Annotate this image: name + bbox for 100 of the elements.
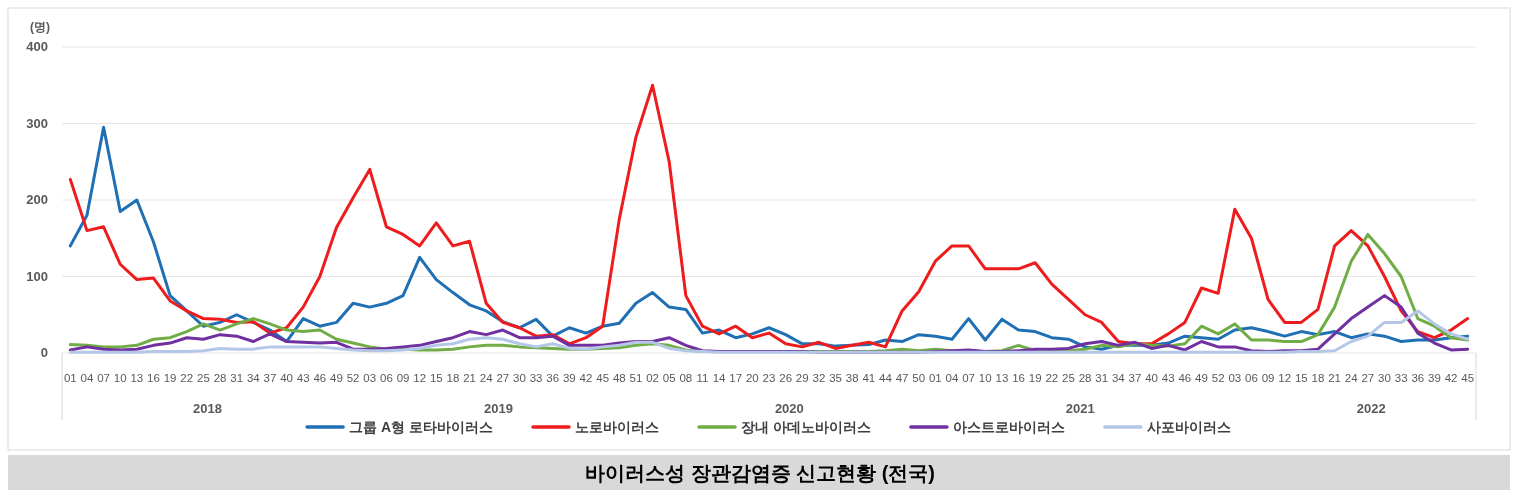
x-tick-label: 19 bbox=[163, 372, 177, 384]
x-tick-label: 36 bbox=[546, 372, 560, 384]
x-tick-label: 32 bbox=[812, 372, 826, 384]
x-tick-label: 09 bbox=[396, 372, 410, 384]
x-tick-label: 36 bbox=[1411, 372, 1425, 384]
y-tick-label: 100 bbox=[26, 268, 48, 284]
x-tick-label: 13 bbox=[995, 372, 1009, 384]
x-tick-label: 35 bbox=[829, 372, 842, 384]
x-tick-label: 11 bbox=[696, 372, 709, 384]
x-tick-label: 21 bbox=[463, 372, 476, 384]
y-tick-label: 300 bbox=[26, 115, 48, 131]
x-tick-label: 39 bbox=[562, 372, 576, 384]
x-tick-label: 16 bbox=[147, 372, 160, 384]
x-tick-label: 40 bbox=[1145, 372, 1159, 384]
x2-tick-label: 2019 bbox=[483, 401, 513, 416]
x-tick-label: 30 bbox=[1378, 372, 1391, 384]
x-tick-label: 45 bbox=[1461, 372, 1475, 384]
x-tick-label: 06 bbox=[379, 372, 393, 384]
x-tick-label: 01 bbox=[928, 372, 942, 384]
x-tick-label: 42 bbox=[1444, 372, 1458, 384]
x2-tick-label: 2018 bbox=[193, 401, 222, 416]
legend-label: 그룹 A형 로타바이러스 bbox=[349, 419, 493, 435]
x-tick-label: 43 bbox=[296, 372, 310, 384]
x-tick-label: 10 bbox=[113, 372, 127, 384]
x-tick-label: 27 bbox=[1361, 372, 1375, 384]
x-tick-label: 21 bbox=[1328, 372, 1341, 384]
x-tick-label: 01 bbox=[63, 372, 77, 384]
x-tick-label: 16 bbox=[1012, 372, 1025, 384]
x-tick-label: 15 bbox=[1294, 372, 1308, 384]
x-tick-label: 07 bbox=[97, 372, 110, 384]
x-tick-label: 31 bbox=[230, 372, 244, 384]
x2-tick-label: 2020 bbox=[774, 401, 804, 416]
x-tick-label: 12 bbox=[413, 372, 427, 384]
x-tick-label: 10 bbox=[978, 372, 992, 384]
y-tick-label: 0 bbox=[40, 345, 48, 360]
x-tick-label: 43 bbox=[1161, 372, 1175, 384]
x-tick-label: 29 bbox=[795, 372, 809, 384]
x-tick-label: 51 bbox=[629, 372, 643, 384]
x2-tick-label: 2021 bbox=[1065, 401, 1095, 416]
line-series bbox=[68, 309, 1470, 354]
x-tick-label: 09 bbox=[1261, 372, 1275, 384]
x-tick-label: 13 bbox=[130, 372, 144, 384]
x-tick-label: 49 bbox=[1195, 372, 1208, 384]
x-tick-label: 26 bbox=[779, 372, 793, 384]
legend-label: 사포바이러스 bbox=[1146, 419, 1231, 435]
legend-label: 아스트로바이러스 bbox=[952, 419, 1065, 435]
x-tick-label: 24 bbox=[1344, 372, 1359, 384]
x-tick-label: 48 bbox=[612, 372, 626, 384]
x-tick-label: 49 bbox=[330, 372, 343, 384]
x-tick-label: 24 bbox=[479, 372, 494, 384]
x-tick-label: 34 bbox=[246, 372, 261, 384]
x-tick-label: 19 bbox=[1028, 372, 1042, 384]
x-tick-label: 02 bbox=[646, 372, 659, 384]
x-tick-label: 06 bbox=[1245, 372, 1258, 384]
x-tick-label: 25 bbox=[1062, 372, 1075, 384]
line-series bbox=[68, 83, 1470, 350]
x-tick-label: 08 bbox=[679, 372, 693, 384]
x-tick-label: 33 bbox=[1394, 372, 1408, 384]
x-tick-label: 42 bbox=[579, 372, 593, 384]
x-tick-label: 17 bbox=[729, 372, 743, 384]
y-tick-label: 200 bbox=[26, 192, 48, 207]
x-tick-label: 52 bbox=[346, 372, 360, 384]
x-tick-label: 20 bbox=[745, 372, 759, 384]
y-axis-title: (명) bbox=[30, 20, 50, 34]
x-tick-label: 03 bbox=[363, 372, 377, 384]
x-tick-label: 30 bbox=[513, 372, 526, 384]
x-tick-label: 38 bbox=[845, 372, 859, 384]
text: 바이러스성 장관감염증 신고현황 (전국) bbox=[585, 462, 935, 484]
x-tick-label: 47 bbox=[895, 372, 909, 384]
x-tick-label: 05 bbox=[662, 372, 676, 384]
x-tick-label: 14 bbox=[712, 372, 727, 384]
x-tick-label: 41 bbox=[862, 372, 876, 384]
x-tick-label: 25 bbox=[197, 372, 210, 384]
x-tick-label: 15 bbox=[429, 372, 443, 384]
legend-label: 장내 아데노바이러스 bbox=[741, 419, 871, 435]
x-tick-label: 18 bbox=[446, 372, 460, 384]
x-tick-label: 18 bbox=[1311, 372, 1325, 384]
x-tick-label: 04 bbox=[945, 372, 959, 384]
x-tick-label: 22 bbox=[1045, 372, 1059, 384]
x-tick-label: 50 bbox=[912, 372, 926, 384]
x-tick-label: 37 bbox=[1128, 372, 1142, 384]
x-tick-label: 31 bbox=[1095, 372, 1109, 384]
x-tick-label: 44 bbox=[879, 372, 893, 384]
x-tick-label: 52 bbox=[1211, 372, 1225, 384]
x-tick-label: 40 bbox=[280, 372, 293, 384]
x-tick-label: 27 bbox=[496, 372, 510, 384]
x2-tick-label: 2022 bbox=[1356, 401, 1386, 416]
x-tick-label: 03 bbox=[1228, 372, 1242, 384]
x-tick-label: 23 bbox=[762, 372, 776, 384]
x-tick-label: 46 bbox=[1178, 372, 1192, 384]
y-tick-label: 400 bbox=[26, 39, 48, 54]
x-tick-label: 34 bbox=[1111, 372, 1126, 384]
x-tick-label: 28 bbox=[1078, 372, 1092, 384]
x-tick-label: 37 bbox=[263, 372, 277, 384]
x-tick-label: 22 bbox=[180, 372, 194, 384]
legend-label: 노로바이러스 bbox=[575, 419, 659, 435]
x-tick-label: 04 bbox=[80, 372, 94, 384]
x-tick-label: 33 bbox=[529, 372, 543, 384]
x-tick-label: 46 bbox=[313, 372, 327, 384]
x-tick-label: 39 bbox=[1428, 372, 1441, 384]
